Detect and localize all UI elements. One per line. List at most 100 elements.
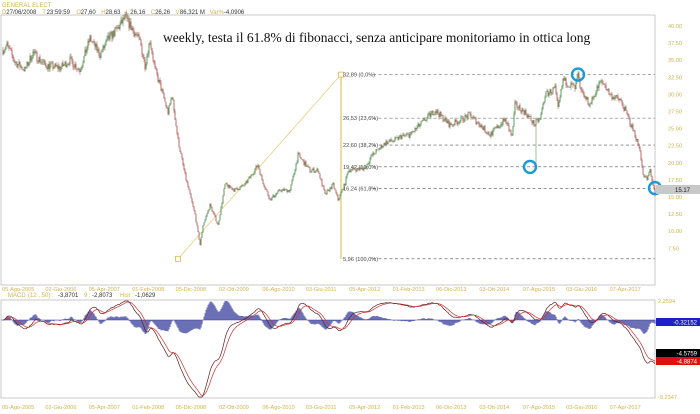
candle-body: [60, 66, 62, 71]
fibonacci-retracement[interactable]: 32,89 (0,0%) 26,53 (23,6%) 22,60 (38,2%) 19…: [175, 71, 656, 263]
macd-histogram-bar: [65, 318, 67, 320]
macd-histogram-bar: [586, 320, 588, 328]
candle-body: [387, 141, 389, 145]
macd-histogram-bar: [446, 320, 448, 326]
macd-histogram-bar: [222, 304, 224, 320]
macd-histogram-bar: [50, 320, 52, 322]
candle-body: [323, 186, 325, 191]
price-tick-label: 30.00: [668, 92, 682, 98]
macd-histogram-bar: [377, 316, 379, 320]
candle-body: [161, 89, 163, 91]
macd-histogram-bar: [64, 318, 66, 320]
candle-body: [248, 176, 250, 180]
candle-body: [355, 170, 357, 172]
candle-body: [503, 118, 505, 121]
candle-body: [426, 117, 428, 121]
candle-body: [543, 101, 545, 104]
candle-body: [511, 134, 513, 136]
candle-body: [443, 120, 445, 122]
candle-body: [370, 155, 372, 159]
macd-histogram-bar: [484, 320, 486, 325]
candle-body: [410, 131, 412, 135]
candle-body: [53, 67, 55, 69]
macd-histogram-bar: [389, 319, 391, 320]
macd-histogram-bar: [246, 316, 248, 320]
macd-histogram-bar: [36, 316, 38, 320]
candle-body: [401, 135, 403, 140]
macd-histogram-bar: [372, 315, 374, 320]
macd-histogram-bar: [277, 320, 279, 322]
macd-hist-badge: [656, 318, 700, 326]
candle-body: [255, 165, 257, 170]
macd-histogram-bar: [598, 316, 600, 320]
macd-histogram-bar: [218, 311, 220, 320]
fib-anchor-low: [175, 255, 181, 262]
candle-body: [444, 117, 446, 121]
macd-axis-bottom: -9.2347: [658, 395, 677, 401]
candle-body: [159, 79, 161, 83]
macd-histogram-bar: [29, 317, 31, 320]
macd-histogram-bar: [485, 320, 487, 325]
macd-histogram-bar: [150, 320, 152, 322]
macd-histogram-bar: [310, 320, 312, 324]
candle-body: [49, 64, 51, 69]
macd-histogram-bar: [198, 320, 200, 330]
macd-histogram-bar: [502, 316, 504, 320]
candle-body: [219, 214, 221, 221]
macd-histogram-bar: [213, 304, 215, 320]
candle-body: [493, 128, 495, 130]
candle-body: [546, 91, 548, 92]
candle-body: [69, 56, 71, 65]
candle-body: [445, 117, 447, 121]
candle-body: [534, 125, 536, 126]
macd-panel[interactable]: [0, 299, 656, 399]
macd-histogram-bar: [70, 316, 72, 320]
macd-histogram-bar: [555, 316, 557, 320]
candle-body: [283, 188, 285, 191]
candle-body: [556, 92, 558, 100]
macd-histogram-bar: [572, 320, 574, 322]
candle-body: [394, 137, 396, 141]
macd-histogram-bar: [442, 320, 444, 324]
candle-body: [134, 33, 136, 37]
candle-body: [496, 125, 498, 128]
macd-histogram-bar: [533, 320, 535, 325]
candle-body: [598, 81, 600, 88]
macd-histogram-bar: [88, 311, 90, 320]
candle-body: [472, 116, 474, 118]
macd-histogram-bar: [630, 320, 632, 329]
price-panel[interactable]: [0, 14, 656, 286]
candle-body: [52, 62, 54, 69]
macd-histogram-bar: [455, 320, 457, 323]
candle-body: [427, 114, 429, 118]
macd-histogram-bar: [500, 317, 502, 320]
candle-body: [644, 176, 646, 177]
candle-body: [375, 149, 377, 154]
candle-body: [162, 89, 164, 93]
macd-histogram-bar: [566, 318, 568, 320]
candle-body: [145, 63, 147, 70]
candle-body: [562, 78, 564, 86]
candle-body: [368, 162, 370, 165]
date-tick-label: 07-Apr-2017: [610, 405, 641, 411]
candle-body: [362, 168, 364, 171]
candle-body: [306, 165, 308, 167]
candle-body: [80, 69, 82, 72]
readout-key-h: H: [101, 10, 105, 16]
macd-histogram-bar: [321, 320, 323, 327]
macd-histogram-bar: [95, 316, 97, 320]
candle-body: [358, 168, 360, 170]
macd-histogram-bar: [522, 316, 524, 320]
candle-body: [531, 120, 533, 124]
macd-histogram-bar: [47, 320, 49, 323]
candle-body: [286, 189, 288, 193]
macd-histogram-bar: [552, 314, 554, 320]
candle-body: [593, 96, 595, 99]
macd-histogram-bar: [421, 318, 423, 320]
macd-histogram-bar: [530, 320, 532, 324]
candle-body: [173, 100, 175, 112]
candle-body: [564, 77, 566, 81]
candle-body: [189, 189, 191, 194]
macd-histogram-bar: [547, 311, 549, 320]
